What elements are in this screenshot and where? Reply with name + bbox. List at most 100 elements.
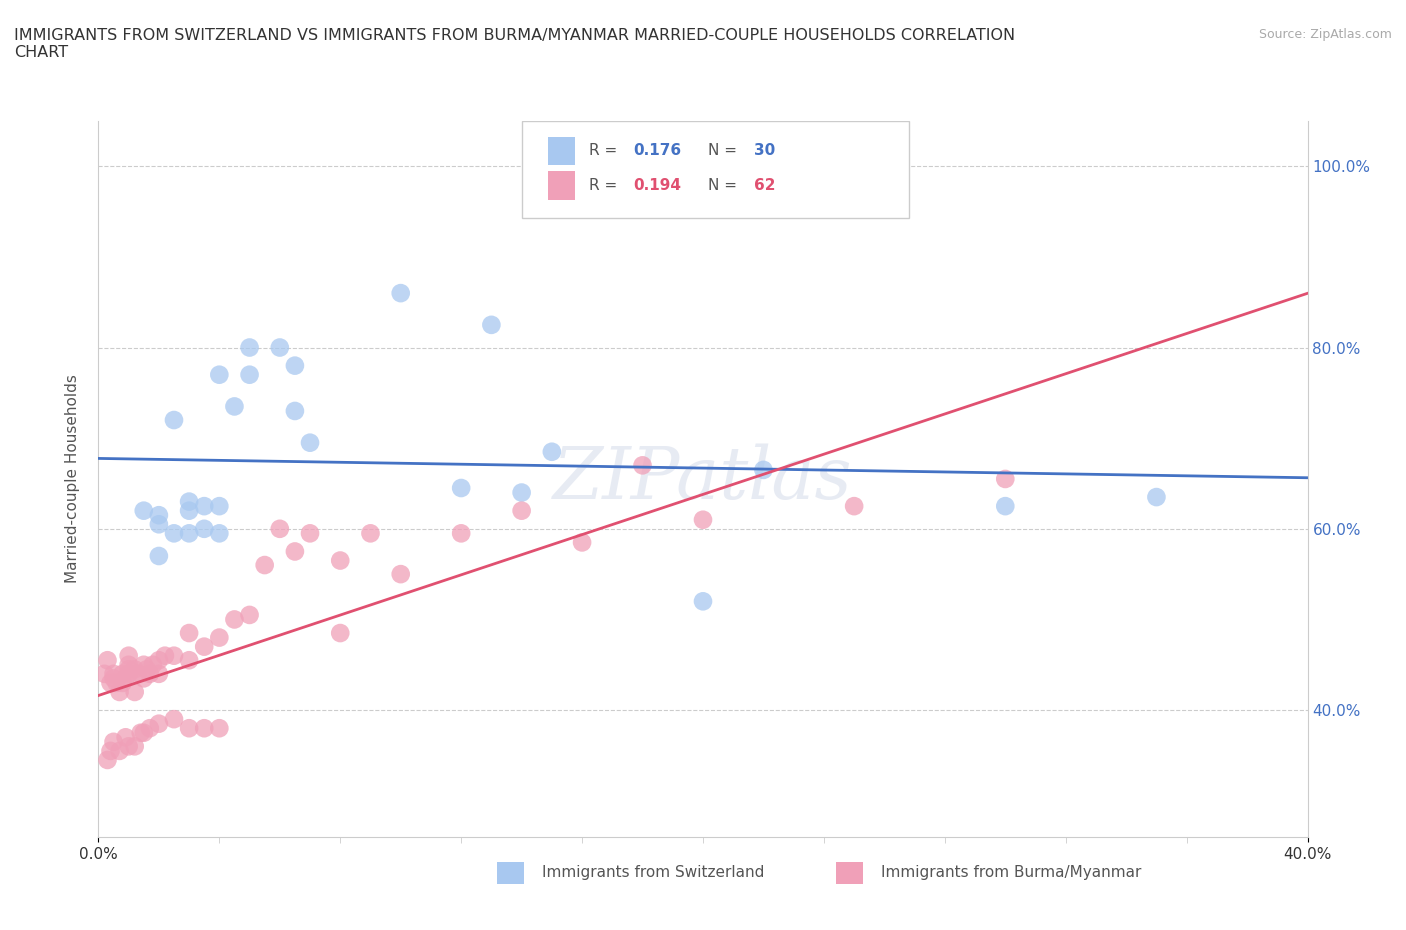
Point bbox=[148, 549, 170, 564]
Point bbox=[692, 594, 714, 609]
Point bbox=[329, 626, 352, 641]
Point bbox=[1144, 489, 1167, 504]
Point bbox=[132, 671, 155, 685]
Point bbox=[631, 458, 654, 472]
Point bbox=[148, 653, 170, 668]
Point bbox=[540, 445, 562, 459]
Point bbox=[510, 503, 533, 518]
Point bbox=[129, 725, 152, 740]
Point bbox=[193, 522, 215, 537]
Point bbox=[114, 730, 136, 745]
Point bbox=[193, 639, 215, 654]
Point bbox=[389, 566, 412, 581]
Point bbox=[208, 498, 231, 513]
Point bbox=[118, 739, 141, 754]
Point bbox=[208, 525, 231, 540]
Point bbox=[299, 435, 322, 450]
Point bbox=[571, 535, 593, 550]
Point bbox=[100, 675, 122, 690]
Point bbox=[179, 503, 201, 518]
FancyBboxPatch shape bbox=[548, 137, 575, 166]
Text: N =: N = bbox=[707, 178, 742, 193]
Point bbox=[284, 544, 307, 559]
Point bbox=[179, 626, 201, 641]
FancyBboxPatch shape bbox=[837, 862, 863, 883]
Text: 62: 62 bbox=[754, 178, 775, 193]
Point bbox=[389, 286, 412, 300]
Point bbox=[450, 525, 472, 540]
Point bbox=[239, 367, 262, 382]
Point bbox=[127, 667, 149, 682]
Point bbox=[139, 721, 162, 736]
Point bbox=[299, 525, 322, 540]
FancyBboxPatch shape bbox=[498, 862, 524, 883]
FancyBboxPatch shape bbox=[548, 171, 575, 200]
Point bbox=[111, 667, 134, 682]
Point bbox=[692, 512, 714, 527]
Point bbox=[153, 648, 176, 663]
Point bbox=[179, 494, 201, 509]
Point bbox=[132, 503, 155, 518]
Text: R =: R = bbox=[589, 143, 623, 158]
Point bbox=[132, 725, 155, 740]
Text: Immigrants from Switzerland: Immigrants from Switzerland bbox=[543, 865, 765, 881]
Point bbox=[752, 462, 775, 477]
Text: 30: 30 bbox=[754, 143, 775, 158]
Text: N =: N = bbox=[707, 143, 742, 158]
Point bbox=[93, 667, 115, 682]
Point bbox=[481, 317, 503, 332]
Point bbox=[163, 525, 186, 540]
Point bbox=[103, 735, 125, 750]
Text: ZIPatlas: ZIPatlas bbox=[553, 444, 853, 514]
Point bbox=[139, 667, 162, 682]
Point bbox=[208, 631, 231, 645]
FancyBboxPatch shape bbox=[522, 121, 908, 218]
Text: IMMIGRANTS FROM SWITZERLAND VS IMMIGRANTS FROM BURMA/MYANMAR MARRIED-COUPLE HOUS: IMMIGRANTS FROM SWITZERLAND VS IMMIGRANT… bbox=[14, 28, 1015, 60]
Point bbox=[114, 671, 136, 685]
Point bbox=[124, 684, 146, 699]
Point bbox=[163, 413, 186, 428]
Point bbox=[118, 662, 141, 677]
Text: Source: ZipAtlas.com: Source: ZipAtlas.com bbox=[1258, 28, 1392, 41]
Point bbox=[994, 498, 1017, 513]
Point bbox=[108, 684, 131, 699]
Point bbox=[124, 662, 146, 677]
Point bbox=[100, 743, 122, 758]
Point bbox=[844, 498, 866, 513]
Point bbox=[118, 658, 141, 672]
Point bbox=[360, 525, 382, 540]
Text: 0.194: 0.194 bbox=[633, 178, 681, 193]
Point bbox=[253, 558, 276, 573]
Point bbox=[284, 404, 307, 418]
Point bbox=[135, 662, 157, 677]
Point bbox=[269, 522, 291, 537]
Point bbox=[208, 721, 231, 736]
Point bbox=[148, 508, 170, 523]
Point bbox=[450, 481, 472, 496]
Point bbox=[118, 648, 141, 663]
Point bbox=[179, 525, 201, 540]
Point bbox=[179, 721, 201, 736]
Point bbox=[105, 675, 128, 690]
Point bbox=[994, 472, 1017, 486]
Point bbox=[224, 612, 246, 627]
Point bbox=[148, 716, 170, 731]
Point bbox=[510, 485, 533, 500]
Text: Immigrants from Burma/Myanmar: Immigrants from Burma/Myanmar bbox=[880, 865, 1142, 881]
Point bbox=[148, 667, 170, 682]
Point bbox=[148, 517, 170, 532]
Point bbox=[132, 658, 155, 672]
Point bbox=[163, 648, 186, 663]
Point bbox=[103, 667, 125, 682]
Point bbox=[96, 752, 118, 767]
Point bbox=[103, 671, 125, 685]
Point bbox=[163, 711, 186, 726]
Point bbox=[118, 667, 141, 682]
Text: 0.176: 0.176 bbox=[633, 143, 681, 158]
Point bbox=[284, 358, 307, 373]
Point bbox=[193, 498, 215, 513]
Y-axis label: Married-couple Households: Married-couple Households bbox=[65, 375, 80, 583]
Point bbox=[108, 743, 131, 758]
Point bbox=[111, 675, 134, 690]
Point bbox=[224, 399, 246, 414]
